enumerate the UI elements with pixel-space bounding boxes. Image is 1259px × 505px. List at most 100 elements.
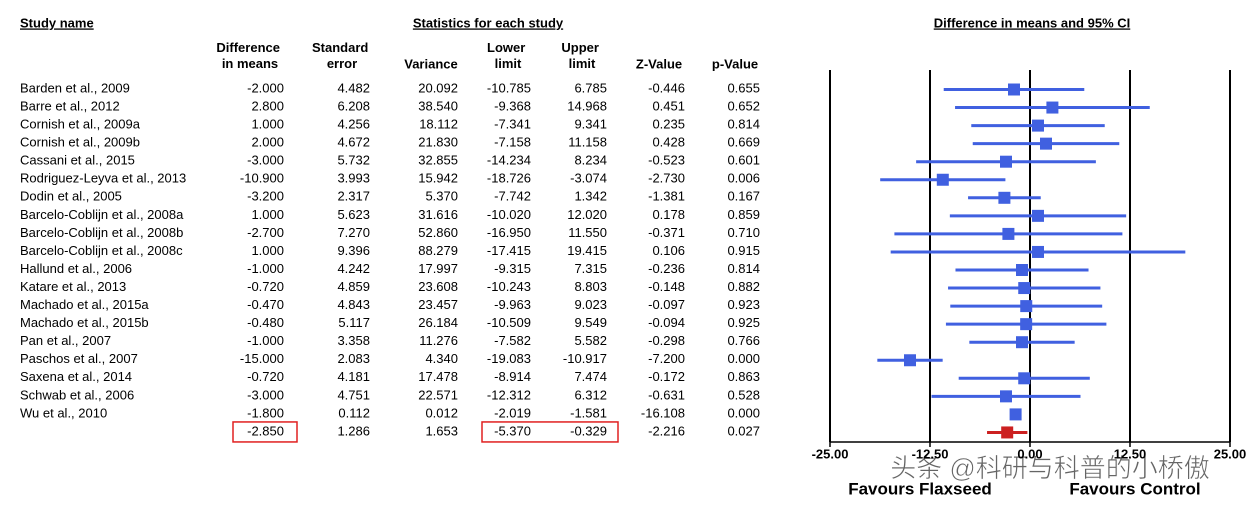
effect-point [1016,336,1028,349]
cell-value: 8.234 [574,153,607,168]
cell-value: -3.074 [570,171,607,186]
x-label-right: Favours Control [1069,479,1200,498]
cell-value: -0.446 [648,80,685,95]
cell-value: -3.200 [247,189,284,204]
cell-value: 5.370 [425,189,458,204]
cell-value: -0.329 [570,423,607,438]
cell-value: 0.451 [652,98,685,113]
cell-value: 0.000 [727,405,760,420]
cell-value: 0.863 [727,369,760,384]
effect-point [998,191,1011,204]
cell-value: -2.730 [648,171,685,186]
column-header: p-Value [712,56,758,71]
effect-point [936,173,949,186]
cell-value: 1.342 [574,189,607,204]
cell-value: -10.243 [487,279,531,294]
cell-value: 32.855 [418,153,458,168]
cell-value: -0.720 [247,369,284,384]
stats-header: Statistics for each study [413,15,564,30]
cell-value: -3.000 [247,153,284,168]
study-name: Machado et al., 2015a [20,297,149,312]
cell-value: -19.083 [487,351,531,366]
cell-value: 0.112 [338,405,370,420]
cell-value: 38.540 [418,98,458,113]
cell-value: 0.601 [727,153,760,168]
effect-point [1000,390,1012,403]
cell-value: -2.700 [247,225,284,240]
cell-value: 17.478 [418,369,458,384]
cell-value: 9.023 [574,297,607,312]
cell-value: 23.608 [418,279,458,294]
cell-value: -10.900 [240,171,284,186]
study-name: Schwab et al., 2006 [20,387,134,402]
cell-value: -9.368 [494,98,531,113]
cell-value: 0.915 [727,243,760,258]
cell-value: 12.020 [567,207,607,222]
study-name: Rodriguez-Leyva et al., 2013 [20,171,186,186]
column-header: Z-Value [636,56,682,71]
cell-value: 0.428 [652,135,685,150]
cell-value: -7.158 [494,135,531,150]
cell-value: -0.720 [247,279,284,294]
column-header: Upper limit [561,40,602,71]
cell-value: 7.270 [337,225,370,240]
cell-value: -17.415 [487,243,531,258]
cell-value: 5.117 [338,315,370,330]
summary-point [1001,426,1014,439]
cell-value: -1.000 [247,261,284,276]
cell-value: 0.814 [727,117,760,132]
cell-value: 8.803 [574,279,607,294]
cell-value: 0.106 [652,243,685,258]
x-tick-label: -12.50 [912,446,949,461]
cell-value: 52.860 [418,225,458,240]
cell-value: 17.997 [418,261,458,276]
cell-value: -14.234 [487,153,531,168]
x-label-left: Favours Flaxseed [848,479,992,498]
highlight-box [481,421,619,443]
highlight-box [232,421,298,443]
cell-value: 2.000 [251,135,284,150]
effect-point [1020,300,1033,313]
cell-value: 88.279 [418,243,458,258]
effect-point [1046,101,1059,114]
cell-value: -1.381 [648,189,685,204]
x-tick-label: 25.00 [1214,446,1247,461]
cell-value: 14.968 [567,98,607,113]
cell-value: 3.358 [337,333,370,348]
cell-value: -16.950 [487,225,531,240]
cell-value: -7.200 [648,351,685,366]
chart-title: Difference in means and 95% CI [934,15,1131,30]
cell-value: 2.317 [337,189,370,204]
cell-value: 4.859 [337,279,370,294]
study-name: Barcelo-Coblijn et al., 2008c [20,243,183,258]
cell-value: 0.235 [652,117,685,132]
cell-value: -5.370 [494,423,531,438]
cell-value: -0.631 [648,387,685,402]
cell-value: 5.582 [574,333,607,348]
effect-point [904,354,916,367]
cell-value: -0.523 [648,153,685,168]
cell-value: 6.208 [337,98,370,113]
cell-value: 1.000 [251,207,284,222]
cell-value: -0.097 [648,297,685,312]
cell-value: 4.256 [337,117,370,132]
cell-value: 6.312 [574,387,607,402]
x-tick-label: -25.00 [812,446,849,461]
cell-value: -1.800 [247,405,284,420]
cell-value: 19.415 [567,243,607,258]
watermark: 头条 @科研与科普的小桥傲 [890,453,1210,483]
effect-point [1016,264,1028,276]
x-tick-label: 0.00 [1017,446,1042,461]
cell-value: -2.019 [494,405,531,420]
cell-value: 6.785 [574,80,607,95]
cell-value: 4.672 [337,135,370,150]
cell-value: 0.766 [727,333,760,348]
cell-value: 31.616 [418,207,458,222]
cell-value: 0.814 [727,261,760,276]
cell-value: -0.094 [648,315,685,330]
cell-value: -3.000 [247,387,284,402]
cell-value: -16.108 [641,405,685,420]
study-name: Cassani et al., 2015 [20,153,135,168]
cell-value: 1.653 [425,423,458,438]
